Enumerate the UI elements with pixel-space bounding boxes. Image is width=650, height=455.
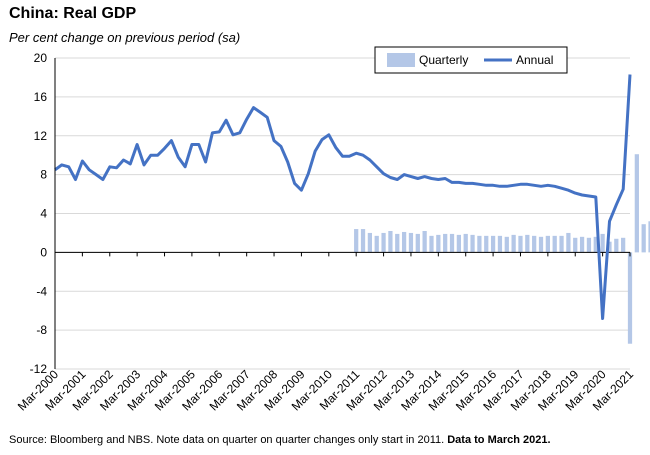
quarterly-bar [388, 230, 393, 253]
quarterly-bar [381, 232, 386, 253]
legend-label-quarterly: Quarterly [419, 53, 468, 67]
quarterly-bar [408, 232, 414, 253]
quarterly-bar [484, 235, 489, 253]
quarterly-bar [367, 232, 373, 253]
legend-label-annual: Annual [516, 53, 553, 67]
quarterly-bar [422, 230, 427, 253]
annual-line [54, 74, 632, 320]
source-data-date: Data to March 2021. [447, 434, 551, 446]
quarterly-bar [443, 233, 448, 253]
quarterly-bar [573, 237, 578, 253]
gridlines [55, 57, 630, 370]
quarterly-bar [593, 236, 598, 253]
quarterly-bar [395, 233, 400, 253]
quarterly-bar [648, 221, 650, 253]
quarterly-bar [415, 233, 420, 253]
quarterly-bar [511, 234, 516, 253]
quarterly-bar [449, 233, 455, 253]
quarterly-bar [532, 235, 537, 253]
quarterly-bar [497, 235, 503, 253]
quarterly-bar [374, 235, 379, 253]
x-axis: Mar-2000Mar-2001Mar-2002Mar-2003Mar-2004… [15, 367, 636, 413]
y-tick-label: -4 [36, 284, 47, 298]
quarterly-bar [401, 231, 407, 253]
y-tick-label: 20 [34, 51, 48, 65]
quarterly-bar [477, 235, 482, 253]
quarterly-bar [463, 233, 468, 253]
quarterly-bar [360, 229, 366, 253]
chart-title: China: Real GDP [9, 5, 137, 22]
quarterly-bar [586, 237, 592, 253]
legend-box [374, 46, 568, 74]
quarterly-bar [579, 236, 585, 253]
legend-swatch-quarterly [387, 53, 415, 67]
quarterly-bar [354, 229, 359, 253]
y-tick-label: 16 [34, 90, 48, 104]
quarterly-bar [552, 235, 557, 253]
y-tick-label: 12 [34, 129, 48, 143]
y-tick-label: 4 [40, 207, 47, 221]
quarterly-bar [607, 241, 612, 253]
quarterly-bar [429, 235, 434, 253]
quarterly-bar [456, 234, 461, 253]
quarterly-bar [621, 237, 626, 253]
quarterly-bar [504, 236, 509, 253]
quarterly-bar [627, 252, 633, 344]
y-tick-label: 8 [40, 168, 47, 182]
quarterly-bar [600, 233, 605, 253]
quarterly-bar [436, 234, 441, 253]
quarterly-bar [614, 238, 619, 253]
quarterly-bar [641, 224, 646, 253]
quarterly-bar [470, 234, 475, 253]
quarterly-bar [566, 232, 571, 253]
zero-axis [54, 251, 631, 257]
quarterly-bar [545, 235, 550, 253]
legend: Quarterly Annual [374, 46, 568, 74]
y-tick-label: 0 [40, 245, 47, 259]
source-note: Source: Bloomberg and NBS. Note data on … [9, 434, 551, 446]
y-tick-label: -8 [36, 323, 47, 337]
quarterly-bar [538, 236, 544, 253]
quarterly-bar [525, 234, 530, 253]
quarterly-bar [634, 154, 639, 253]
y-tick-label: -12 [30, 362, 48, 376]
quarterly-bar [559, 235, 564, 253]
quarterly-bar [518, 235, 523, 253]
quarterly-bars [354, 154, 650, 344]
annual-series-line [54, 74, 632, 320]
quarterly-bar [490, 235, 496, 253]
chart-subtitle: Per cent change on previous period (sa) [9, 30, 241, 45]
y-axis: -12 -8 -4 0 4 8 12 16 20 [30, 51, 56, 376]
source-text: Source: Bloomberg and NBS. Note data on … [9, 434, 445, 446]
